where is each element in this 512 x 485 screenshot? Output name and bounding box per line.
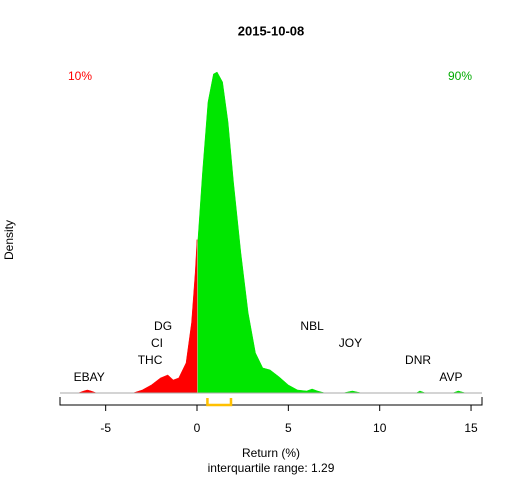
density-area [60,239,198,394]
subtitle: interquartile range: 1.29 [208,461,335,475]
stock-label: DNR [405,353,431,367]
stock-label: NBL [300,319,324,333]
x-tick-label: 10 [373,421,387,435]
x-axis [59,397,483,406]
x-axis-label: Return (%) [242,446,300,460]
stock-label: AVP [439,370,462,384]
iqr-bracket [206,398,233,407]
stock-label: DG [154,319,172,333]
x-tick-label: -5 [100,421,111,435]
y-axis-label: Density [2,220,16,260]
right-note: 90% [448,69,472,83]
x-tick-label: 0 [194,421,201,435]
stock-label: JOY [339,336,362,350]
chart-title: 2015-10-08 [238,23,305,38]
left-note: 10% [68,69,92,83]
stock-label: THC [138,353,163,367]
stock-label: EBAY [74,370,105,384]
stock-label: CI [151,336,163,350]
x-tick-label: 5 [285,421,292,435]
x-tick-label: 15 [464,421,478,435]
